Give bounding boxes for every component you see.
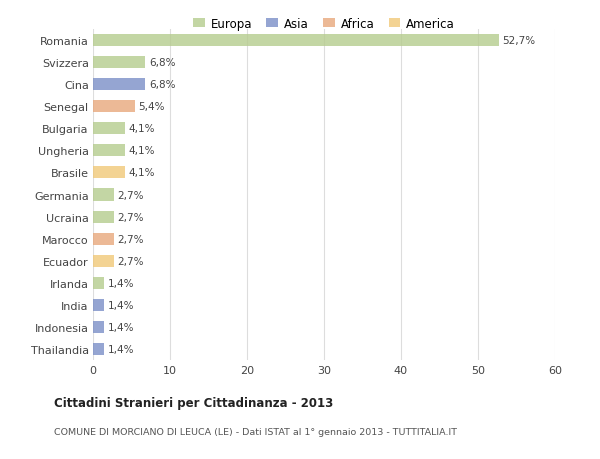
Text: 5,4%: 5,4% bbox=[139, 102, 165, 112]
Bar bbox=[93, 79, 145, 91]
Bar bbox=[93, 299, 104, 311]
Bar bbox=[93, 189, 114, 201]
Bar bbox=[93, 123, 125, 135]
Bar bbox=[93, 145, 125, 157]
Bar bbox=[93, 101, 134, 113]
Legend: Europa, Asia, Africa, America: Europa, Asia, Africa, America bbox=[188, 13, 460, 35]
Text: 2,7%: 2,7% bbox=[118, 190, 144, 200]
Text: 1,4%: 1,4% bbox=[107, 322, 134, 332]
Bar bbox=[93, 233, 114, 245]
Bar bbox=[93, 211, 114, 223]
Text: 6,8%: 6,8% bbox=[149, 80, 176, 90]
Text: 2,7%: 2,7% bbox=[118, 212, 144, 222]
Text: 4,1%: 4,1% bbox=[128, 168, 155, 178]
Bar bbox=[93, 35, 499, 47]
Bar bbox=[93, 321, 104, 333]
Text: 52,7%: 52,7% bbox=[503, 36, 536, 46]
Bar bbox=[93, 57, 145, 69]
Bar bbox=[93, 255, 114, 267]
Text: 4,1%: 4,1% bbox=[128, 124, 155, 134]
Bar bbox=[93, 343, 104, 355]
Text: 1,4%: 1,4% bbox=[107, 278, 134, 288]
Text: 2,7%: 2,7% bbox=[118, 234, 144, 244]
Bar bbox=[93, 277, 104, 289]
Text: Cittadini Stranieri per Cittadinanza - 2013: Cittadini Stranieri per Cittadinanza - 2… bbox=[54, 396, 333, 409]
Text: 6,8%: 6,8% bbox=[149, 58, 176, 68]
Text: 4,1%: 4,1% bbox=[128, 146, 155, 156]
Text: COMUNE DI MORCIANO DI LEUCA (LE) - Dati ISTAT al 1° gennaio 2013 - TUTTITALIA.IT: COMUNE DI MORCIANO DI LEUCA (LE) - Dati … bbox=[54, 427, 457, 436]
Text: 2,7%: 2,7% bbox=[118, 256, 144, 266]
Text: 1,4%: 1,4% bbox=[107, 300, 134, 310]
Bar bbox=[93, 167, 125, 179]
Text: 1,4%: 1,4% bbox=[107, 344, 134, 354]
